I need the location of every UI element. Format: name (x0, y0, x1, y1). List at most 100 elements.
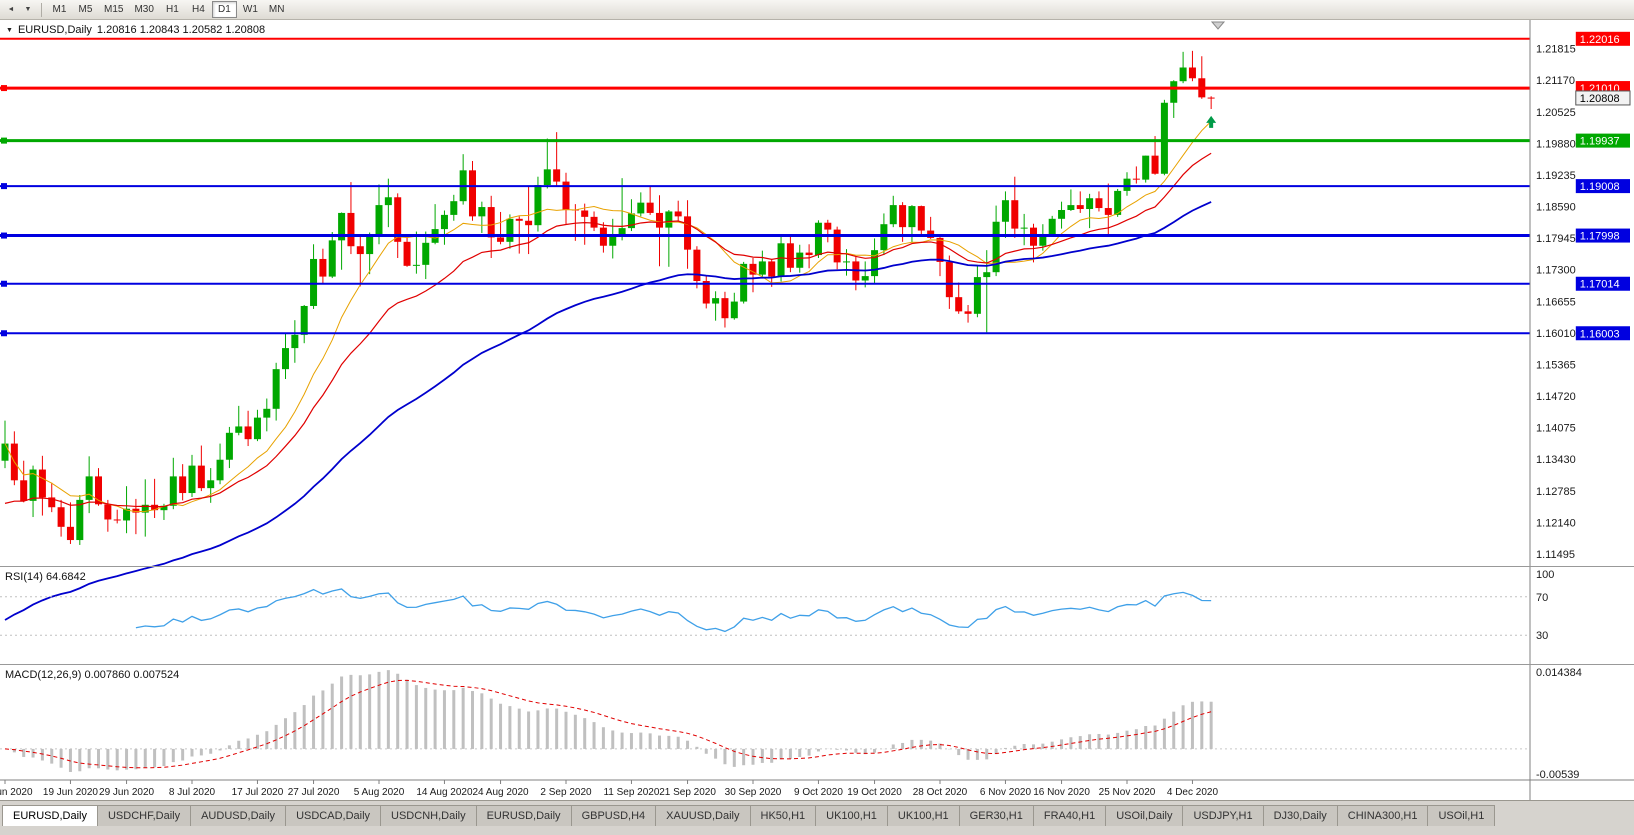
timeframe-button-mn[interactable]: MN (268, 4, 285, 15)
candle (1151, 155, 1159, 174)
candle (1095, 198, 1103, 209)
price-scale[interactable]: 1.21815 1.21170 1.20525 1.19880 1.19235 1.185… (1529, 20, 1631, 800)
date-label: 14 Aug 2020 (416, 787, 473, 798)
tab-eurusd-daily[interactable]: EURUSD,Daily (2, 805, 98, 826)
tab-usdcnh-daily[interactable]: USDCNH,Daily (380, 805, 477, 826)
candle (310, 258, 318, 306)
tab-usdjpy-h1[interactable]: USDJPY,H1 (1182, 805, 1264, 826)
candle (85, 476, 93, 500)
candle (889, 205, 897, 225)
candle (749, 263, 757, 275)
tab-usdchf-daily[interactable]: USDCHF,Daily (96, 805, 192, 826)
candle (1, 443, 9, 461)
chart-symbol-label: EURUSD,Daily (17, 24, 92, 36)
tab-gbpusd-h4[interactable]: GBPUSD,H4 (570, 805, 657, 826)
line-anchor-handle[interactable] (1, 232, 7, 239)
line-anchor-handle[interactable] (1, 280, 7, 287)
price-scale-label: 1.15365 (1536, 359, 1576, 371)
tab-xauusd-daily[interactable]: XAUUSD,Daily (655, 805, 751, 826)
candle (684, 216, 692, 250)
price-label-box (1575, 31, 1630, 46)
candle (861, 276, 869, 281)
back-icon[interactable]: ◄ (7, 5, 15, 13)
chart-canvas[interactable]: 1.21815 1.21170 1.20525 1.19880 1.19235 1.185… (0, 20, 1634, 800)
timeframe-button-m30[interactable]: M30 (134, 4, 154, 15)
dropdown-icon[interactable]: ▼ (24, 5, 32, 13)
line-anchor-handle[interactable] (1, 137, 7, 144)
timeframe-button-w1[interactable]: W1 (242, 4, 258, 15)
timeframe-button-h4[interactable]: H4 (192, 4, 205, 15)
price-scale-label: 1.16655 (1536, 296, 1576, 308)
candle (394, 197, 402, 242)
price-scale-label: 1.18590 (1536, 202, 1576, 214)
tab-uk100-h1[interactable]: UK100,H1 (815, 805, 888, 826)
candle (1048, 218, 1056, 234)
price-label-text: 1.19008 (1580, 181, 1620, 193)
candle (188, 465, 196, 494)
chart-shift-marker[interactable] (1210, 21, 1226, 30)
line-anchor-handle[interactable] (1, 85, 7, 92)
tab-usoil-h1[interactable]: USOil,H1 (1427, 805, 1496, 826)
candle (1142, 155, 1150, 180)
tab-dj30-daily[interactable]: DJ30,Daily (1262, 805, 1338, 826)
candle (1011, 200, 1019, 229)
tab-usdcad-daily[interactable]: USDCAD,Daily (285, 805, 382, 826)
candle (721, 298, 729, 319)
timeframe-button-h1[interactable]: H1 (166, 4, 179, 15)
tab-fra40-h1[interactable]: FRA40,H1 (1032, 805, 1107, 826)
candle (702, 281, 710, 304)
candle (1179, 67, 1187, 82)
tab-audusd-daily[interactable]: AUDUSD,Daily (190, 805, 287, 826)
macd-signal-line (4, 679, 1212, 769)
timeframe-toolbar: ◄ ▼ M1 M5 M15 M30 H1 H4 D1 W1 MN (0, 0, 1634, 20)
candle (936, 237, 944, 262)
candle (132, 508, 140, 513)
candle (272, 369, 280, 409)
candlestick-series (1, 50, 1215, 545)
rsi-indicator-label: RSI(14) 64.6842 (5, 571, 86, 583)
toolbar-separator (41, 2, 42, 17)
tab-eurusd-daily[interactable]: EURUSD,Daily (475, 805, 572, 826)
tab-usoil-daily[interactable]: USOil,Daily (1105, 805, 1184, 826)
candle (338, 212, 346, 241)
candle (814, 222, 822, 256)
ma-fast-orange (4, 120, 1212, 513)
candle (76, 499, 84, 541)
tab-uk100-h1[interactable]: UK100,H1 (886, 805, 960, 826)
candle (1076, 205, 1084, 210)
candle (992, 221, 1000, 273)
tab-ger30-h1[interactable]: GER30,H1 (958, 805, 1034, 826)
candle (1132, 178, 1140, 180)
date-label: 4 Dec 2020 (1167, 787, 1219, 798)
buy-arrow-marker[interactable] (1206, 115, 1217, 128)
tab-hk50-h1[interactable]: HK50,H1 (749, 805, 817, 826)
candle (964, 311, 972, 314)
rsi-panel: 100 70 30 (0, 566, 1634, 642)
candle (880, 224, 888, 251)
price-scale-label: 1.13430 (1536, 454, 1576, 466)
horizontal-lines (0, 37, 1530, 337)
date-label: 21 Sep 2020 (659, 787, 716, 798)
candle (1086, 198, 1094, 210)
candle (665, 211, 673, 228)
candle (740, 263, 748, 302)
timeframe-button-m1[interactable]: M1 (52, 4, 67, 15)
timeframe-button-d1[interactable]: D1 (211, 1, 237, 18)
date-label: 17 Jul 2020 (232, 787, 284, 798)
candle (515, 218, 523, 221)
timeframe-button-m15[interactable]: M15 (104, 4, 124, 15)
price-label-box (1575, 276, 1630, 291)
candle (646, 202, 654, 213)
moving-averages (4, 120, 1212, 621)
candle (300, 305, 308, 335)
price-label-text: 1.20808 (1580, 93, 1620, 105)
chart-menu-icon[interactable]: ▼ (6, 26, 13, 34)
timeframe-button-m5[interactable]: M5 (78, 4, 93, 15)
candle (983, 272, 991, 278)
line-anchor-handle[interactable] (1, 330, 7, 337)
tab-china300-h1[interactable]: CHINA300,H1 (1336, 805, 1429, 826)
candle (216, 459, 224, 481)
line-anchor-handle[interactable] (1, 183, 7, 190)
price-label-box (1575, 133, 1630, 148)
